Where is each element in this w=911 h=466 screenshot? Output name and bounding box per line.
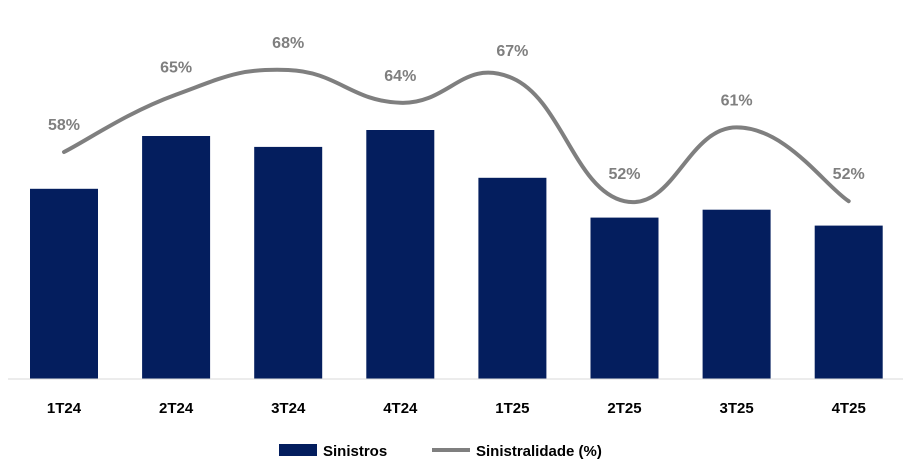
x-axis-tick-labels: 1T24 2T24 3T24 4T24 1T25 2T25 3T25 4T25 xyxy=(47,400,866,417)
x-tick-label-1T24: 1T24 xyxy=(47,400,82,417)
legend: Sinistros Sinistralidade (%) xyxy=(279,443,602,460)
line-label-3T24: 68% xyxy=(272,35,304,52)
bars-series xyxy=(30,130,883,379)
legend-swatch-sinistros xyxy=(279,444,317,456)
x-tick-label-2T25: 2T25 xyxy=(607,400,641,417)
x-tick-label-3T24: 3T24 xyxy=(271,400,306,417)
bar-1T24 xyxy=(30,188,98,379)
legend-label-sinistros: Sinistros xyxy=(323,443,387,460)
line-label-1T25: 67% xyxy=(496,43,528,60)
line-label-4T25: 52% xyxy=(833,166,865,183)
bar-3T25 xyxy=(702,209,771,379)
line-label-3T25: 61% xyxy=(721,92,753,109)
x-tick-label-2T24: 2T24 xyxy=(159,400,194,417)
bar-4T24 xyxy=(366,130,435,379)
line-label-4T24: 64% xyxy=(384,68,416,85)
bar-3T24 xyxy=(254,146,323,379)
bar-2T25 xyxy=(590,217,659,379)
line-data-labels: 58% 65% 68% 64% 67% 52% 61% 52% xyxy=(48,35,865,183)
x-tick-label-1T25: 1T25 xyxy=(495,400,529,417)
line-series xyxy=(62,67,851,205)
x-tick-label-3T25: 3T25 xyxy=(719,400,753,417)
line-label-1T24: 58% xyxy=(48,117,80,134)
bar-2T24 xyxy=(142,136,211,379)
bar-1T25 xyxy=(478,177,547,379)
x-tick-label-4T24: 4T24 xyxy=(383,400,418,417)
legend-label-sinistralidade: Sinistralidade (%) xyxy=(476,443,602,460)
x-tick-label-4T25: 4T25 xyxy=(832,400,866,417)
line-label-2T24: 65% xyxy=(160,60,192,77)
line-label-2T25: 52% xyxy=(608,166,640,183)
bar-4T25 xyxy=(814,225,883,379)
